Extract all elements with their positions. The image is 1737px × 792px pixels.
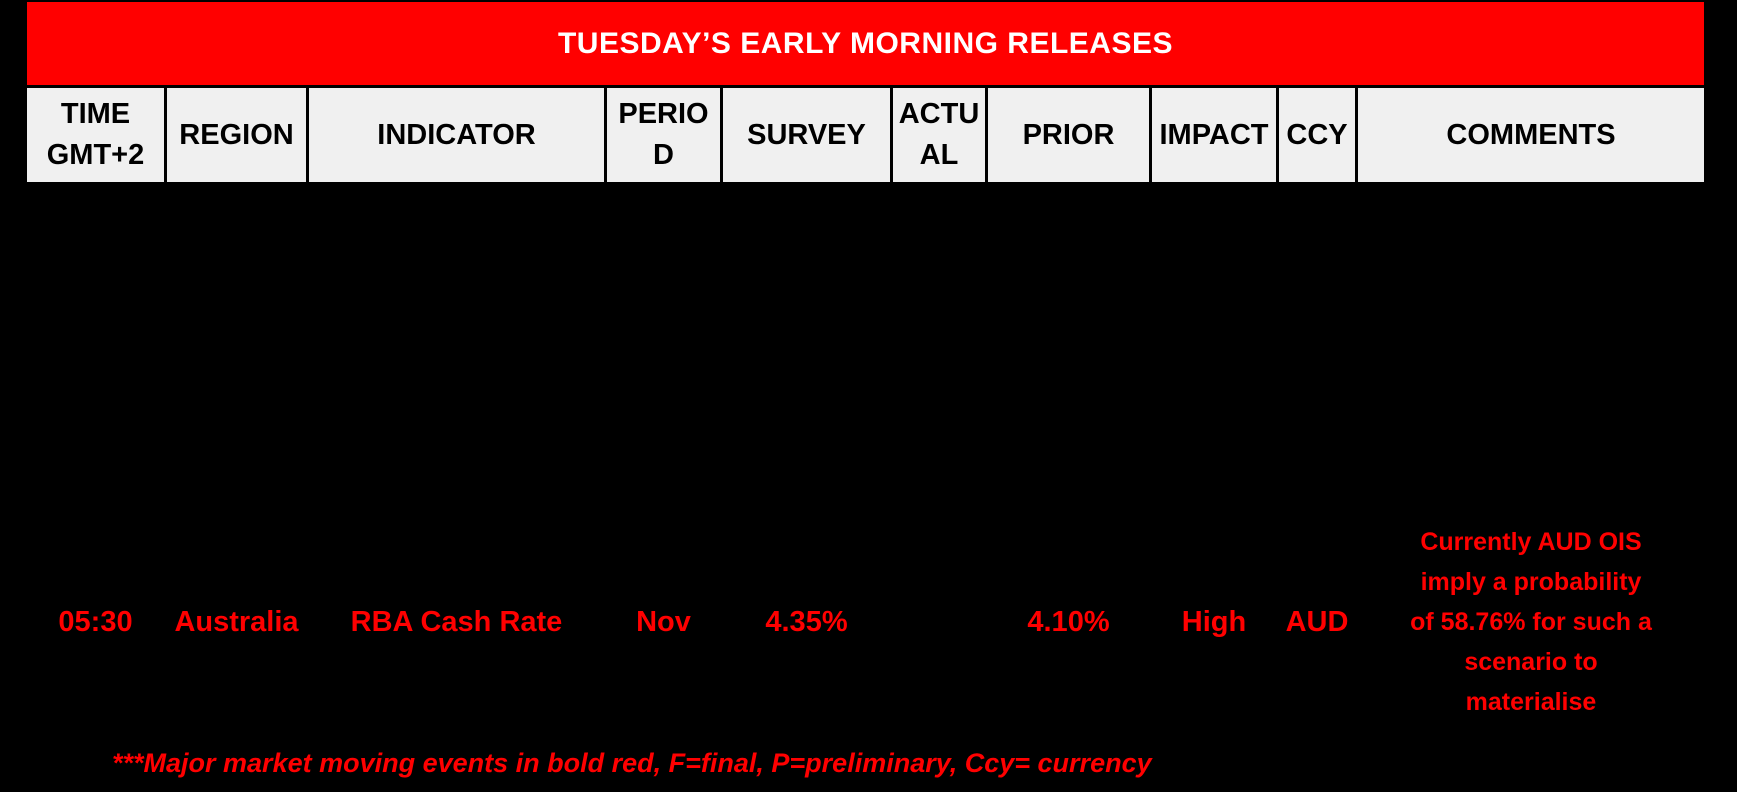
col-header-time: TIME GMT+2 bbox=[27, 88, 164, 182]
col-header-impact: IMPACT bbox=[1152, 88, 1276, 182]
cell-survey: 4.35% bbox=[765, 605, 848, 638]
table-title-banner: TUESDAY’S EARLY MORNING RELEASES bbox=[27, 2, 1704, 85]
releases-table: TUESDAY’S EARLY MORNING RELEASES TIME GM… bbox=[27, 2, 1704, 779]
cell-indicator: RBA Cash Rate bbox=[350, 605, 563, 638]
cell-period: Nov bbox=[636, 605, 691, 638]
col-header-ccy: CCY bbox=[1279, 88, 1355, 182]
cell-time: 05:30 bbox=[58, 605, 133, 638]
col-header-period: PERIOD bbox=[607, 88, 720, 182]
cell-actual bbox=[893, 522, 985, 722]
col-header-region: REGION bbox=[167, 88, 306, 182]
table-title: TUESDAY’S EARLY MORNING RELEASES bbox=[557, 26, 1174, 60]
table-row: 05:30 Australia RBA Cash Rate Nov 4.35% … bbox=[27, 522, 1704, 722]
cell-comments: Currently AUD OIS imply a probability of… bbox=[1410, 528, 1652, 716]
table-header-row: TIME GMT+2 REGION INDICATOR PERIOD SURVE… bbox=[27, 88, 1704, 182]
cell-ccy: AUD bbox=[1285, 605, 1349, 638]
legend-footnote: ***Major market moving events in bold re… bbox=[112, 748, 1152, 778]
cell-impact: High bbox=[1181, 605, 1247, 638]
col-header-prior: PRIOR bbox=[988, 88, 1149, 182]
col-header-comments: COMMENTS bbox=[1358, 88, 1704, 182]
cell-region: Australia bbox=[174, 605, 299, 638]
col-header-actual: ACTUAL bbox=[893, 88, 985, 182]
col-header-survey: SURVEY bbox=[723, 88, 890, 182]
hidden-rows-area bbox=[27, 182, 1704, 522]
cell-prior: 4.10% bbox=[1027, 605, 1110, 638]
col-header-indicator: INDICATOR bbox=[309, 88, 604, 182]
